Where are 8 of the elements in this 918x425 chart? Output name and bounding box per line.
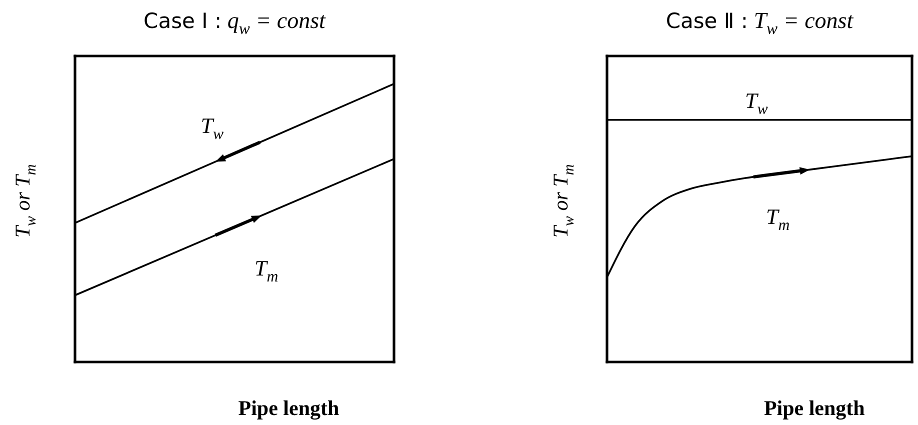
chart-title: Case Ⅱ : T$_{w}$ = const (666, 8, 854, 38)
series-label: T$_{w}$ (745, 88, 768, 118)
legend-label: T$_{m}$ (766, 204, 790, 234)
chart-title: Case Ⅰ : q$_{w}$ = const (144, 8, 326, 38)
legend-label: T$_{m}$ (254, 255, 278, 286)
x-axis-title: Pipe length (238, 396, 340, 420)
x-axis-title: Pipe length (764, 396, 866, 420)
series-label: T$_{w}$ (200, 113, 224, 144)
